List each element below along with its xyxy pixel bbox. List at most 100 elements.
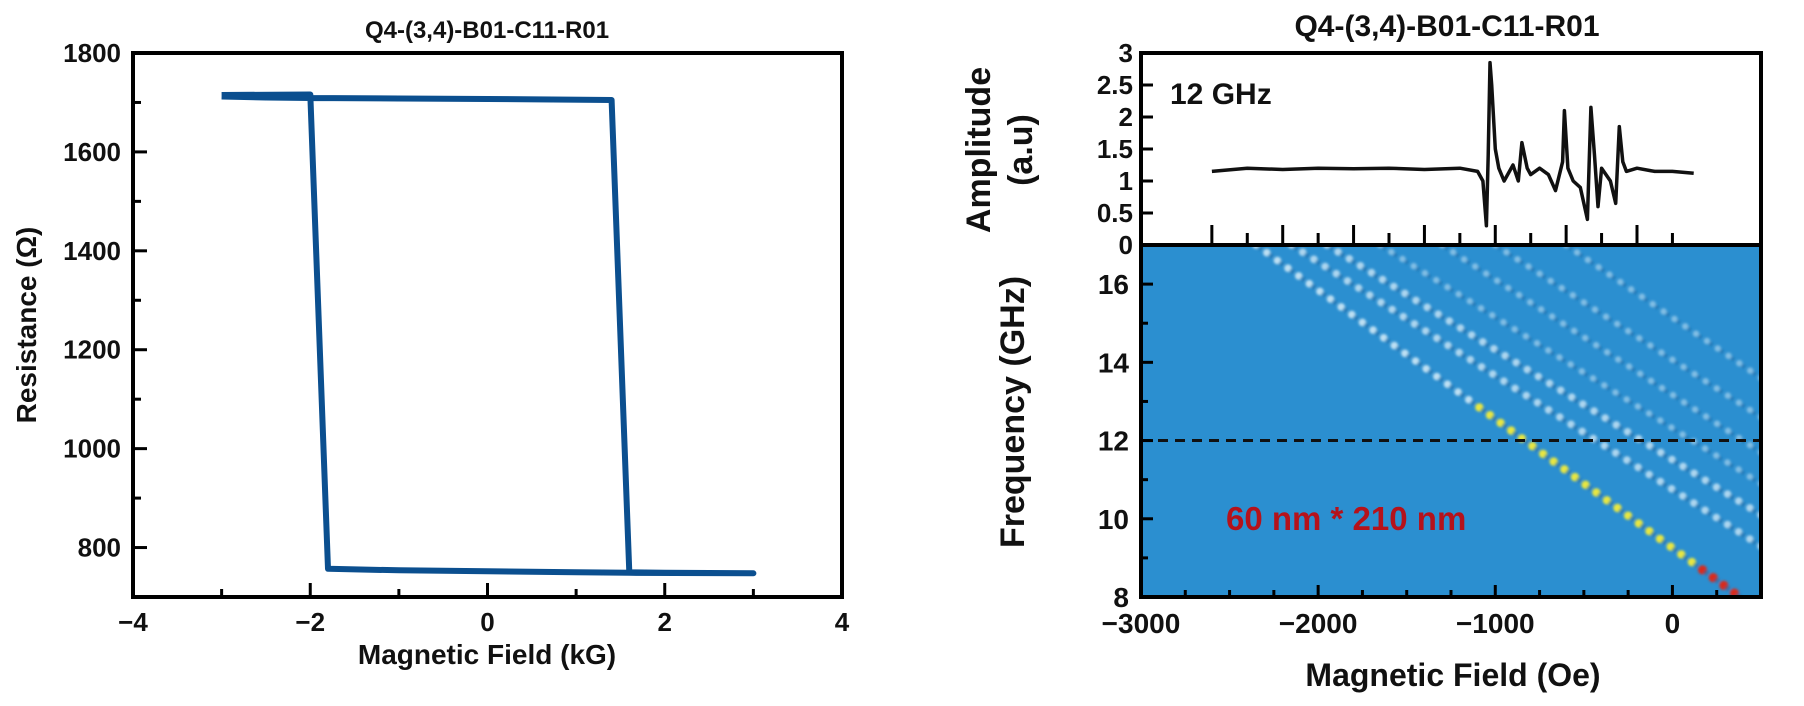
- mode-dot-shadow: [1729, 463, 1734, 468]
- mode-dot-shadow: [1561, 358, 1566, 363]
- x-tick-label: 0: [480, 607, 494, 637]
- mode-dot-shadow: [1663, 388, 1669, 394]
- mode-dot: [1449, 248, 1457, 256]
- y-tick-label: 16: [1098, 269, 1129, 300]
- mode-dot-shadow: [1730, 356, 1735, 362]
- spectrum-mode-1: [1252, 245, 1742, 597]
- element-size-annotation: 60 nm * 210 nm: [1226, 500, 1466, 537]
- x-tick-label: −1000: [1456, 608, 1535, 639]
- mode-dot: [1680, 399, 1688, 406]
- x-tick-label: 0: [1665, 608, 1681, 639]
- mode-dot-shadow: [1662, 452, 1668, 459]
- mode-dot: [1647, 377, 1655, 384]
- mode-dot-shadow: [1476, 267, 1482, 272]
- hysteresis-panel: Q4-(3,4)-B01-C11-R01 −4 −2 0 2 4 800 1000 1200 1…: [11, 17, 850, 670]
- mode-dot: [1460, 256, 1468, 263]
- mode-dot-shadow: [1617, 393, 1622, 398]
- mode-dot-shadow: [1289, 268, 1295, 274]
- mode-dot: [1606, 271, 1613, 278]
- hysteresis-title: Q4-(3,4)-B01-C11-R01: [365, 17, 609, 44]
- mode-dot-shadow: [1717, 517, 1723, 524]
- mode-dot: [1691, 370, 1698, 378]
- mode-dot-shadow: [1618, 324, 1624, 330]
- svg-text:(a.u): (a.u): [1002, 114, 1040, 186]
- mode-dot-shadow: [1572, 424, 1578, 430]
- mode-dot-shadow: [1672, 489, 1679, 495]
- mode-dot: [1638, 293, 1646, 300]
- mode-dot-shadow: [1406, 353, 1412, 359]
- mode-dot-shadow: [1597, 345, 1603, 351]
- mode-dot-shadow: [1310, 284, 1316, 290]
- mode-dot: [1493, 277, 1501, 284]
- mode-dot: [1603, 349, 1611, 356]
- mode-dot-shadow: [1439, 314, 1445, 320]
- mode-dot-shadow: [1740, 470, 1745, 475]
- mode-dot-shadow: [1512, 430, 1519, 437]
- mode-dot-shadow: [1763, 379, 1767, 383]
- mode-dot: [1556, 354, 1563, 361]
- mode-dot: [1558, 284, 1565, 292]
- mode-dot-shadow: [1542, 310, 1548, 315]
- mode-dot: [1724, 427, 1732, 434]
- mode-dot-shadow: [1385, 338, 1391, 344]
- mode-dot-shadow: [1583, 431, 1589, 438]
- mode-dot: [1471, 263, 1479, 270]
- mode-dot-shadow: [1508, 252, 1513, 258]
- mode-dot-shadow: [1426, 273, 1432, 279]
- mode-dot-shadow: [1491, 415, 1497, 422]
- mode-dot-shadow: [1549, 351, 1555, 356]
- mode-dot-shadow: [1639, 467, 1645, 473]
- mode-dot-shadow: [1665, 312, 1670, 317]
- mode-dot-shadow: [1695, 503, 1701, 509]
- mode-dot: [1682, 323, 1689, 330]
- y-tick-label: 1000: [63, 434, 121, 464]
- mode-dot: [1713, 452, 1720, 459]
- mode-dot-shadow: [1553, 317, 1559, 322]
- mode-dot-shadow: [1576, 477, 1582, 484]
- mode-dot-shadow: [1363, 322, 1370, 329]
- mode-dot: [1548, 313, 1556, 320]
- mode-dot-shadow: [1628, 460, 1634, 466]
- mode-dot-shadow: [1383, 279, 1390, 286]
- mode-dot: [1702, 378, 1709, 385]
- mode-dot: [1617, 278, 1624, 286]
- mode-dot-shadow: [1331, 299, 1338, 305]
- mode-dot-shadow: [1706, 449, 1712, 454]
- mode-dot-shadow: [1684, 466, 1690, 473]
- spectrum-mode-4: [1376, 245, 1761, 487]
- hysteresis-plot-frame: [131, 51, 844, 599]
- amplitude-axis-ticks: 00.511.522.53: [1097, 38, 1674, 260]
- mode-dot-shadow: [1470, 400, 1476, 406]
- mode-dot-shadow: [1393, 252, 1398, 258]
- mode-dot-shadow: [1713, 577, 1721, 584]
- x-tick-label: −3000: [1102, 608, 1181, 639]
- mode-dot-shadow: [1718, 424, 1724, 429]
- mode-dot: [1660, 308, 1667, 315]
- mode-dot-shadow: [1703, 569, 1710, 577]
- mode-dot: [1735, 399, 1743, 406]
- spectrum-mode-7: [1562, 245, 1767, 383]
- y-tick-label: 12: [1098, 426, 1129, 457]
- mode-dot-shadow: [1751, 371, 1757, 376]
- mode-dot: [1624, 327, 1632, 335]
- mode-dot: [1595, 264, 1602, 271]
- mode-dot-shadow: [1374, 330, 1380, 336]
- mode-dot-shadow: [1686, 327, 1692, 332]
- mode-dot-shadow: [1361, 266, 1368, 272]
- mode-dot-shadow: [1539, 376, 1546, 383]
- mode-dot-shadow: [1544, 453, 1551, 460]
- mode-dot-shadow: [1326, 266, 1332, 273]
- mode-dot-shadow: [1554, 461, 1561, 468]
- mode-dot-shadow: [1415, 266, 1420, 272]
- mode-dot-shadow: [1643, 297, 1649, 302]
- mode-dot-shadow: [1427, 331, 1433, 337]
- mode-dot-shadow: [1652, 381, 1658, 387]
- mode-dot-shadow: [1315, 259, 1321, 265]
- mode-dot-shadow: [1427, 369, 1433, 375]
- mode-dot-shadow: [1617, 425, 1623, 431]
- mode-dot-shadow: [1751, 508, 1757, 514]
- spectrum-x-axis-title: Magnetic Field (Oe): [1305, 657, 1600, 693]
- mode-dot-shadow: [1465, 260, 1471, 265]
- mode-dot: [1625, 363, 1633, 370]
- mode-dot-shadow: [1618, 508, 1625, 514]
